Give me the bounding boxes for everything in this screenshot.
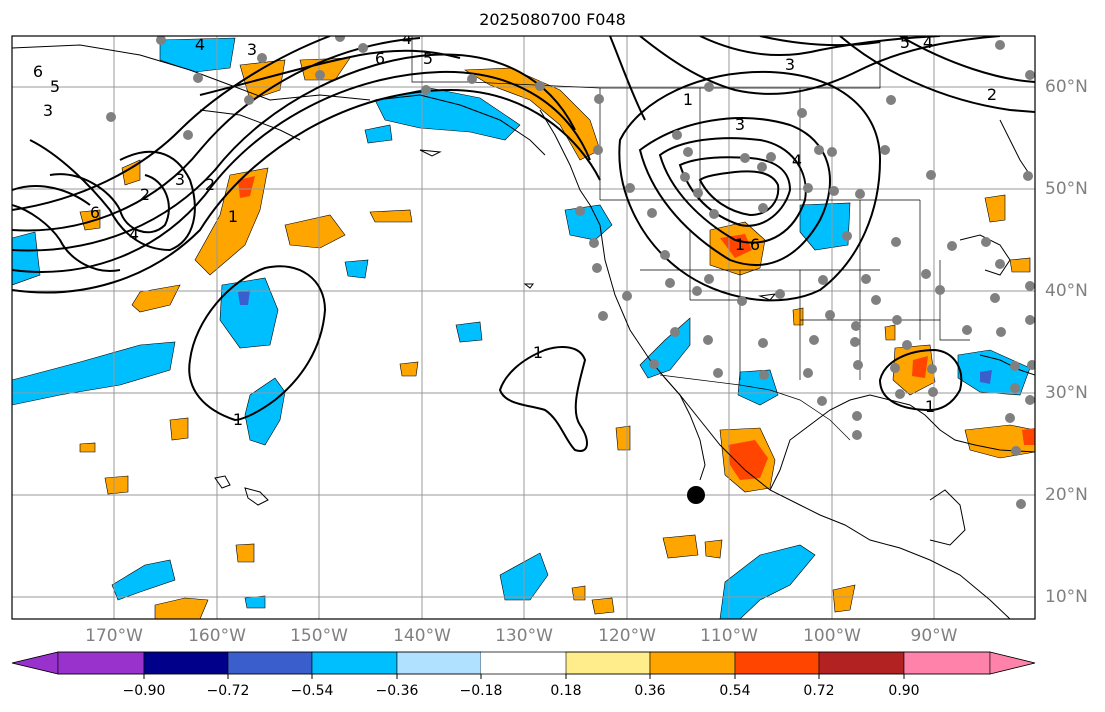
latitude-label: 40°N (1045, 281, 1088, 301)
colorbar-segment (143, 651, 229, 675)
colorbar-segment (989, 651, 1036, 675)
contour-label: 3 (247, 40, 257, 59)
longitude-label: 160°W (188, 626, 246, 646)
contour-label: 4 (129, 225, 139, 244)
contour-label: 4 (402, 29, 412, 48)
longitude-label: 110°W (700, 626, 758, 646)
contour-label: 2 (205, 175, 215, 194)
contour-label: 2 (140, 185, 150, 204)
latitude-label: 30°N (1045, 383, 1088, 403)
contour-label: 4 (923, 33, 933, 52)
storm-position-marker (687, 486, 705, 504)
contour-label: 1 (228, 207, 238, 226)
contour-label: 3 (175, 170, 185, 189)
longitude-label: 140°W (393, 626, 451, 646)
colorbar (11, 651, 1036, 679)
contour-lines (12, 36, 1035, 452)
colorbar-segment (311, 651, 398, 675)
colorbar-segment (396, 651, 482, 675)
contour-label: 1 (683, 90, 693, 109)
station-dots (106, 36, 1035, 509)
contour-label: 6 (750, 235, 760, 254)
colorbar-tick-label: −0.18 (459, 683, 503, 699)
coastlines (12, 44, 1035, 619)
colorbar-tick-label: −0.36 (375, 683, 419, 699)
colorbar-tick-label: −0.72 (206, 683, 250, 699)
latitude-label: 10°N (1045, 587, 1088, 607)
contour-label: 5 (50, 77, 60, 96)
colorbar-segment (734, 651, 820, 675)
strong-positive-fills (238, 176, 1035, 480)
longitude-label: 130°W (495, 626, 553, 646)
contour-label: 2 (987, 85, 997, 104)
graticule (12, 36, 1035, 619)
map-title: 2025080700 F048 (479, 10, 626, 29)
colorbar-tick-label: −0.54 (290, 683, 334, 699)
colorbar-tick-label: 0.54 (719, 683, 751, 699)
positive-anomaly-fills (79, 57, 1035, 619)
contour-label: 4 (792, 151, 802, 170)
contour-label: 3 (785, 55, 795, 74)
colorbar-segment (818, 651, 905, 675)
contour-label: 1 (925, 397, 935, 416)
plot-frame (11, 35, 1036, 620)
colorbar-segment (649, 651, 736, 675)
strong-negative-fills (238, 290, 992, 384)
longitude-label: 90°W (910, 626, 958, 646)
colorbar-tick-label: 0.72 (803, 683, 835, 699)
contour-label: 3 (43, 101, 53, 120)
contour-label: 1 (735, 235, 745, 254)
contour-label: 1 (533, 343, 543, 362)
longitude-label: 120°W (598, 626, 656, 646)
contour-label: 6 (33, 62, 43, 81)
longitude-label: 150°W (290, 626, 348, 646)
contour-labels: 6 5 3 4 3 2 6 5 4 4 3 2 6 1 3 4 6 5 4 3 … (33, 29, 997, 429)
contour-label: 3 (735, 115, 745, 134)
contour-label: 6 (375, 49, 385, 68)
contour-label: 1 (233, 410, 243, 429)
colorbar-tick-label: 0.36 (634, 683, 666, 699)
contour-label: 5 (423, 49, 433, 68)
colorbar-segment (227, 651, 313, 675)
contour-label: 4 (195, 35, 205, 54)
colorbar-tick-label: 0.90 (888, 683, 920, 699)
latitude-label: 60°N (1045, 77, 1088, 97)
colorbar-tick-label: 0.18 (550, 683, 582, 699)
longitude-label: 100°W (803, 626, 861, 646)
colorbar-segment (11, 651, 59, 675)
negative-anomaly-fills (12, 37, 1031, 619)
longitude-label: 170°W (85, 626, 143, 646)
colorbar-segment (481, 652, 566, 674)
colorbar-segment (565, 651, 651, 675)
latitude-label: 50°N (1045, 179, 1088, 199)
colorbar-tick-label: −0.90 (122, 683, 166, 699)
colorbar-segment (57, 651, 145, 675)
colorbar-segment (903, 651, 991, 675)
latitude-label: 20°N (1045, 485, 1088, 505)
contour-label: 5 (900, 33, 910, 52)
contour-label: 6 (90, 203, 100, 222)
